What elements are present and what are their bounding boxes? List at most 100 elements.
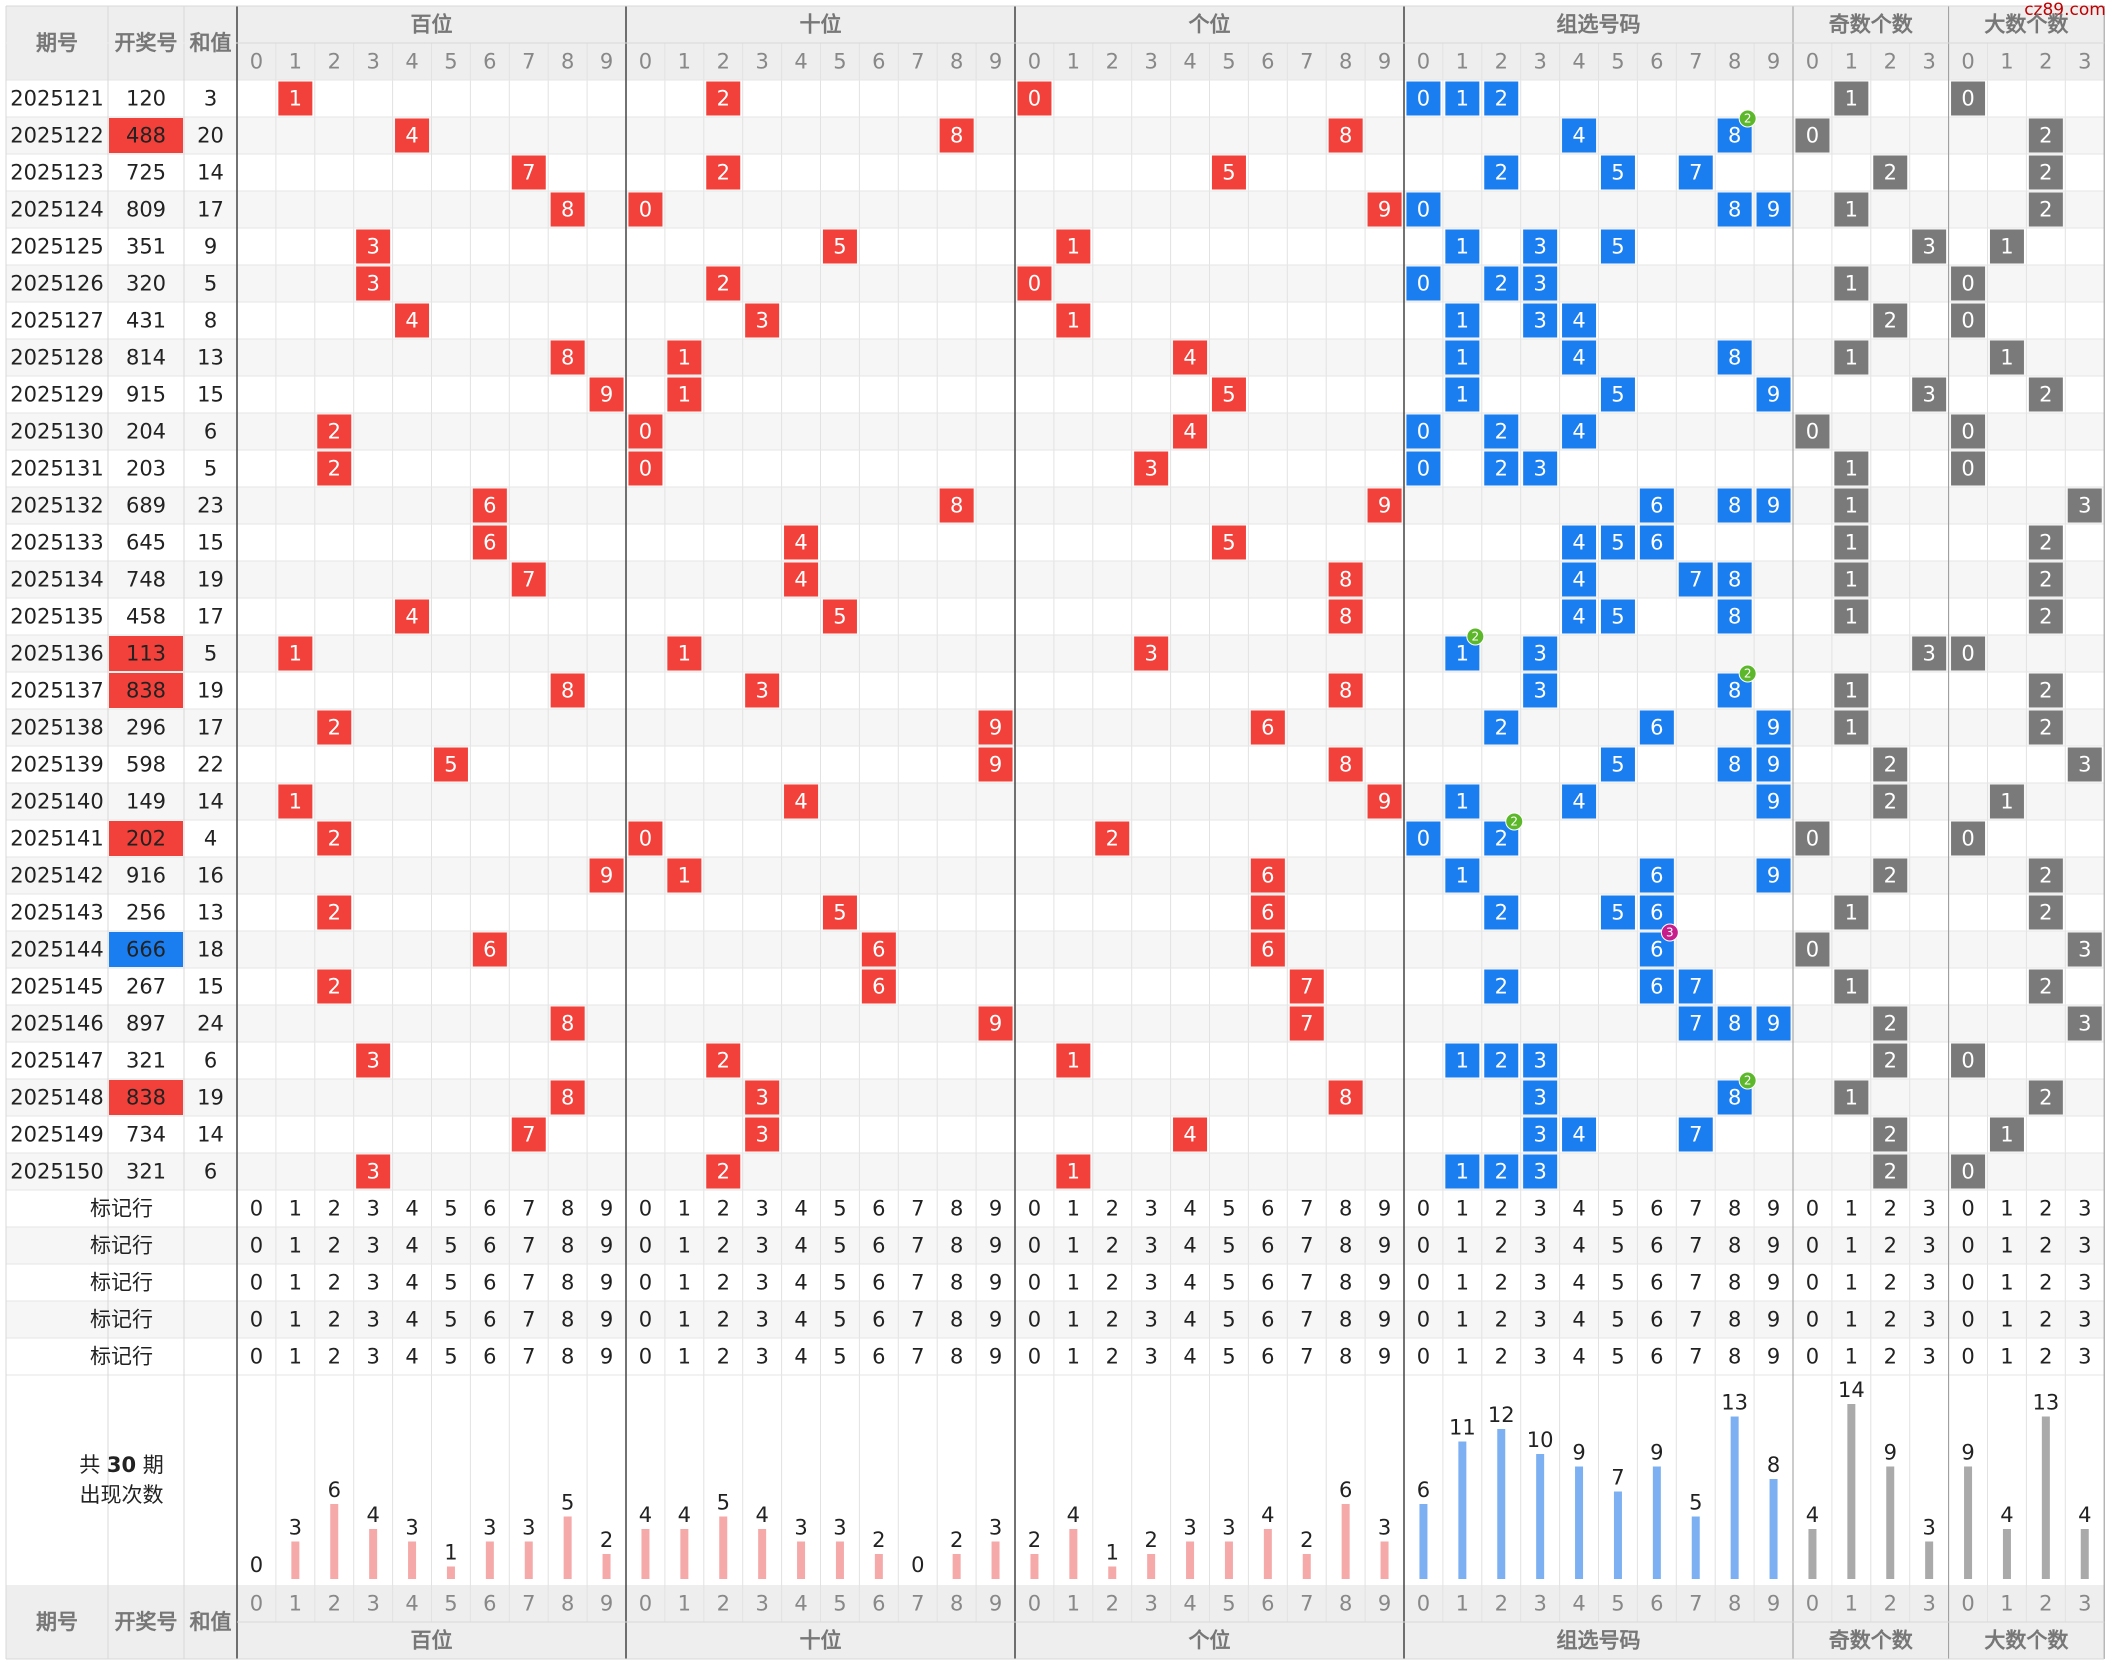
sum: 14 bbox=[197, 790, 224, 814]
cell-value: 2 bbox=[328, 901, 341, 925]
marker-digit: 0 bbox=[250, 1271, 263, 1295]
cell-box bbox=[1523, 1080, 1558, 1115]
cell-value: 1 bbox=[1845, 1086, 1858, 1110]
marker-digit: 5 bbox=[833, 1197, 846, 1221]
issue: 2025150 bbox=[10, 1160, 104, 1184]
cell-box bbox=[2028, 192, 2063, 227]
marker-digit: 0 bbox=[1961, 1197, 1974, 1221]
marker-digit: 3 bbox=[1533, 1345, 1546, 1369]
cell-value: 3 bbox=[1922, 642, 1935, 666]
marker-digit: 2 bbox=[1884, 1308, 1897, 1332]
cell-value: 7 bbox=[1689, 568, 1702, 592]
cell-value: 1 bbox=[1845, 716, 1858, 740]
number: 351 bbox=[126, 235, 166, 259]
sum: 5 bbox=[204, 272, 217, 296]
cell-value: 4 bbox=[1572, 309, 1585, 333]
marker-digit: 3 bbox=[1144, 1197, 1157, 1221]
section-title: 十位 bbox=[800, 13, 842, 37]
row-bg bbox=[6, 1301, 2105, 1338]
column-digit: 0 bbox=[1806, 1592, 1819, 1616]
column-digit: 2 bbox=[1495, 1592, 1508, 1616]
cell-value: 0 bbox=[1417, 827, 1430, 851]
column-digit: 5 bbox=[833, 1592, 846, 1616]
cell-box bbox=[1328, 599, 1363, 634]
count-bar bbox=[1186, 1541, 1195, 1579]
column-digit: 0 bbox=[1028, 1592, 1041, 1616]
marker-label: 标记行 bbox=[90, 1308, 153, 1332]
cell-box bbox=[1211, 155, 1246, 190]
marker-digit: 3 bbox=[366, 1345, 379, 1369]
column-digit: 5 bbox=[444, 1592, 457, 1616]
number: 204 bbox=[126, 420, 166, 444]
marker-digit: 5 bbox=[444, 1197, 457, 1221]
marker-digit: 2 bbox=[1106, 1234, 1119, 1258]
column-digit: 6 bbox=[1261, 50, 1274, 74]
cell-value: 5 bbox=[1611, 531, 1624, 555]
marker-digit: 2 bbox=[2039, 1345, 2052, 1369]
marker-digit: 0 bbox=[1417, 1345, 1430, 1369]
cell-box bbox=[1523, 1154, 1558, 1189]
cell-value: 1 bbox=[2000, 1123, 2013, 1147]
cell-value: 2 bbox=[328, 975, 341, 999]
marker-digit: 3 bbox=[1144, 1308, 1157, 1332]
count-bar bbox=[330, 1504, 339, 1579]
cell-box bbox=[1134, 636, 1169, 671]
cell-value: 0 bbox=[1028, 87, 1041, 111]
cell-value: 1 bbox=[1456, 864, 1469, 888]
cell-value: 4 bbox=[1183, 346, 1196, 370]
count-bar bbox=[680, 1529, 689, 1579]
number: 488 bbox=[126, 124, 166, 148]
cell-value: 2 bbox=[717, 1049, 730, 1073]
cell-value: 6 bbox=[1650, 864, 1663, 888]
number: 320 bbox=[126, 272, 166, 296]
marker-digit: 6 bbox=[872, 1345, 885, 1369]
marker-digit: 0 bbox=[1806, 1271, 1819, 1295]
marker-digit: 9 bbox=[600, 1345, 613, 1369]
marker-label: 标记行 bbox=[90, 1271, 153, 1295]
column-digit: 8 bbox=[1339, 1592, 1352, 1616]
column-digit: 2 bbox=[1495, 50, 1508, 74]
marker-digit: 2 bbox=[2039, 1308, 2052, 1332]
cell-box bbox=[1678, 562, 1713, 597]
cell-box bbox=[822, 895, 857, 930]
column-digit: 6 bbox=[872, 1592, 885, 1616]
count-bar bbox=[758, 1529, 767, 1579]
column-digit: 6 bbox=[1650, 1592, 1663, 1616]
cell-value: 1 bbox=[1845, 568, 1858, 592]
count-bar bbox=[719, 1516, 728, 1579]
column-digit: 3 bbox=[1144, 1592, 1157, 1616]
column-digit: 2 bbox=[717, 1592, 730, 1616]
cell-box bbox=[745, 673, 780, 708]
section-title: 奇数个数 bbox=[1829, 13, 1914, 37]
marker-digit: 7 bbox=[911, 1308, 924, 1332]
section-title: 大数个数 bbox=[1984, 13, 2069, 37]
marker-digit: 2 bbox=[2039, 1271, 2052, 1295]
cell-value: 3 bbox=[755, 1123, 768, 1147]
cell-value: 1 bbox=[1845, 457, 1858, 481]
number: 256 bbox=[126, 901, 166, 925]
marker-digit: 7 bbox=[1689, 1197, 1702, 1221]
cell-box bbox=[1328, 747, 1363, 782]
marker-digit: 0 bbox=[1417, 1308, 1430, 1332]
sum: 19 bbox=[197, 1086, 224, 1110]
column-digit: 7 bbox=[1300, 1592, 1313, 1616]
cell-box bbox=[2028, 895, 2063, 930]
cell-value: 1 bbox=[1456, 790, 1469, 814]
cell-value: 2 bbox=[2039, 605, 2052, 629]
cell-box bbox=[550, 1080, 585, 1115]
cell-value: 2 bbox=[1495, 161, 1508, 185]
marker-digit: 5 bbox=[833, 1271, 846, 1295]
cell-box bbox=[550, 192, 585, 227]
number: 915 bbox=[126, 383, 166, 407]
cell-box bbox=[1989, 229, 2024, 264]
cell-value: 4 bbox=[1572, 1123, 1585, 1147]
cell-value: 7 bbox=[522, 161, 535, 185]
cell-box bbox=[1873, 784, 1908, 819]
count-bar bbox=[485, 1541, 494, 1579]
marker-digit: 8 bbox=[950, 1197, 963, 1221]
count-label: 3 bbox=[794, 1516, 807, 1540]
count-bar bbox=[369, 1529, 378, 1579]
cell-value: 8 bbox=[1728, 568, 1741, 592]
cell-box bbox=[1834, 451, 1869, 486]
cell-box bbox=[939, 488, 974, 523]
